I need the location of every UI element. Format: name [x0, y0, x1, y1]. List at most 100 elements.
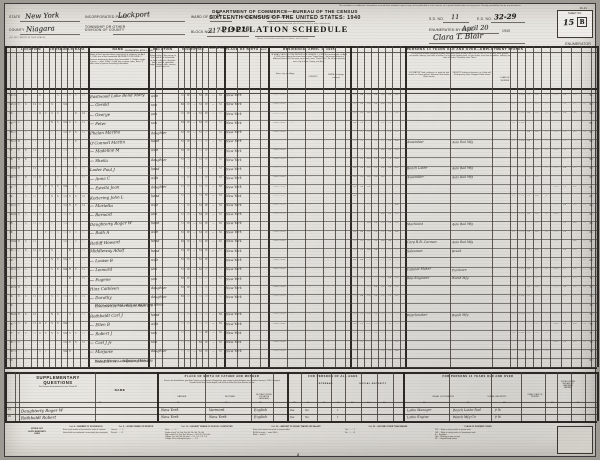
colnum-13: 13: [203, 88, 207, 91]
cell-name: — Sheila: [89, 157, 108, 163]
unincorporated-rule: [267, 21, 315, 22]
cell-employment-mark: No: [388, 231, 392, 234]
cell-household-mark: 324: [63, 130, 68, 134]
cell-name: — Ruth A: [89, 229, 110, 236]
cell-household-mark: 12: [33, 349, 37, 353]
cell-income-mark: 52: [545, 258, 548, 261]
table-row[interactable]: 67 67 Ratliff Howard head New York Carp R.R. …: [5, 239, 597, 246]
hrule-24: [5, 312, 597, 314]
table-row[interactable]: 59 59 Loder Paul J head New York Bench Lathe A…: [5, 166, 597, 173]
cell-mark: M: [219, 212, 222, 216]
table-row[interactable]: 65 65 Daughterty Roger W head New York Machin…: [5, 220, 597, 228]
table-row[interactable]: 70 70 — Leonard son New York Cabinet Maker Fur…: [5, 267, 597, 274]
table-row[interactable]: 60 60 — Anna C wife New York Assembler Auto Ra…: [5, 175, 597, 182]
cell-employment-mark: Yes: [367, 331, 371, 334]
cell-household-mark: 8: [75, 267, 77, 271]
cell-residence-mark: Same House: [273, 203, 286, 206]
vrule-43: [450, 46, 451, 367]
table-row[interactable]: 55 55 Phelan Martha daughter New York M W — M W — M…: [5, 129, 597, 137]
cell-household-mark: 12: [82, 340, 86, 344]
table-row[interactable]: 79 79— Marjorie daughter New York M W — M W — M Yes…: [5, 349, 597, 356]
cell-income-mark: 1500: [519, 158, 525, 161]
cell-mark: W: [205, 294, 208, 298]
cell-income-mark: 1500: [519, 212, 525, 215]
table-row[interactable]: 74 74 Place conducted with no adjacent Blo…: [5, 303, 597, 310]
cell-employment-mark: Yes: [381, 240, 385, 243]
unincorporated-note: (Name of unincorporated place having 1,0…: [269, 23, 331, 25]
supp-colnum: 47: [467, 402, 470, 405]
supp-cell: English: [253, 407, 267, 412]
row-number-left: 69: [9, 258, 13, 262]
cell-household-mark: 12: [33, 212, 37, 216]
cell-residence-mark: —: [309, 130, 311, 133]
cell-residence-mark: Same House: [273, 158, 286, 161]
table-row[interactable]: 80 80 Young Home — Adjoining House: [5, 358, 597, 365]
cell-relation: son: [150, 340, 157, 345]
cell-employment-mark: Yes: [395, 222, 399, 225]
table-row[interactable]: 51 51 Eastwood Lake Bend Mary wife New York M…: [5, 92, 597, 100]
table-row[interactable]: 73 73— Dorothy daughter New York M W — M W — M Yes N…: [5, 294, 597, 301]
vrule-31: [323, 46, 324, 367]
cell-employment-mark: Yes: [367, 176, 371, 179]
cell-household-mark: O: [39, 130, 41, 134]
cell-income-mark: No: [527, 240, 531, 243]
cell-income-mark: 1500: [519, 94, 525, 97]
cell-employment-mark: Yes: [381, 258, 385, 261]
cell-household-mark: 324: [12, 349, 17, 353]
supp-cell: P W: [494, 414, 502, 419]
census-line: SIXTEENTH CENSUS OF THE UNITED STATES: 1…: [209, 15, 361, 21]
incorporated-label: Incorporated place: [85, 15, 128, 19]
cell-employment-mark: No: [360, 222, 364, 225]
cell-employment-mark: No: [360, 130, 364, 133]
row-number-left: 64: [9, 212, 13, 216]
table-row[interactable]: 78 78— Carl J Jr son New York M W — M W — M Yes No Ye…: [5, 340, 597, 347]
table-row[interactable]: 75 75 Rothbaldt Carl J head New York Watchmak…: [5, 312, 597, 319]
cell-income-mark: 1500: [553, 331, 559, 334]
cell-residence-mark: —: [291, 331, 293, 334]
cell-name: — Marjorie: [89, 348, 113, 354]
table-row[interactable]: 68 68 Middleway Adolf head New York Salesman B…: [5, 248, 597, 255]
cell-name: Rothbaldt Carl J: [89, 312, 123, 319]
table-row[interactable]: 52 52— Gerald son New York M W — M W — M Yes No Yes No…: [5, 102, 597, 109]
cell-income-mark: No: [527, 139, 531, 142]
footer-instruction-block: Col. 13.—HIGHEST GRADE OF SCHOOL COMPLET…: [165, 426, 249, 440]
table-row[interactable]: 71 71 — Eugene son New York Rep Engineer Watch…: [5, 276, 597, 283]
cell-household-mark: R: [69, 158, 71, 162]
cell-household-mark: R: [69, 267, 71, 271]
table-row[interactable]: 56 56 O'Connell Martin head New York Assemble…: [5, 139, 597, 145]
table-row[interactable]: 72 72 Hinz Cathleen daughter New York M W — M W — M…: [5, 285, 597, 292]
cell-employment-mark: Yes: [367, 285, 371, 288]
cell-employment-mark: Yes: [395, 212, 399, 215]
table-row[interactable]: 54 54— Peter son New York M W — M W — M Yes No Yes No Y…: [5, 120, 597, 127]
table-row[interactable]: 58 58— Sheila daughter New York M W — M W — M Yes No…: [5, 157, 597, 164]
row-number-right: 66: [589, 231, 593, 235]
supp-line-number: 29: [8, 415, 11, 419]
cell-residence-mark: —: [291, 130, 293, 133]
cell-mark: W: [205, 322, 208, 326]
table-row[interactable]: 63 63— Marietta wife New York M W — M W — M Yes No Ye…: [5, 203, 597, 210]
cell-mark: W: [187, 331, 190, 335]
cell-household-mark: Y: [45, 158, 47, 162]
cell-income-mark: 52: [545, 139, 548, 142]
table-row[interactable]: 53 53— George son New York M W — M W — M Yes No Yes No…: [5, 111, 597, 118]
cell-income-mark: 52: [583, 212, 586, 215]
cell-income-mark: No: [563, 222, 567, 225]
cell-mark: W: [205, 194, 208, 198]
cell-income-mark: 52: [583, 103, 586, 106]
hrule-7: [5, 156, 597, 158]
cell-residence-mark: —: [309, 185, 311, 188]
cell-income-mark: 1500: [519, 340, 525, 343]
cell-birthplace: New York: [225, 130, 242, 135]
cell-residence-mark: —: [327, 130, 329, 133]
table-row[interactable]: 61 61— Estella Jean daughter New York M W — M W —…: [5, 184, 597, 190]
cell-household-mark: R: [18, 249, 20, 253]
cell-mark: M: [181, 103, 184, 107]
cell-mark: —: [212, 176, 215, 180]
